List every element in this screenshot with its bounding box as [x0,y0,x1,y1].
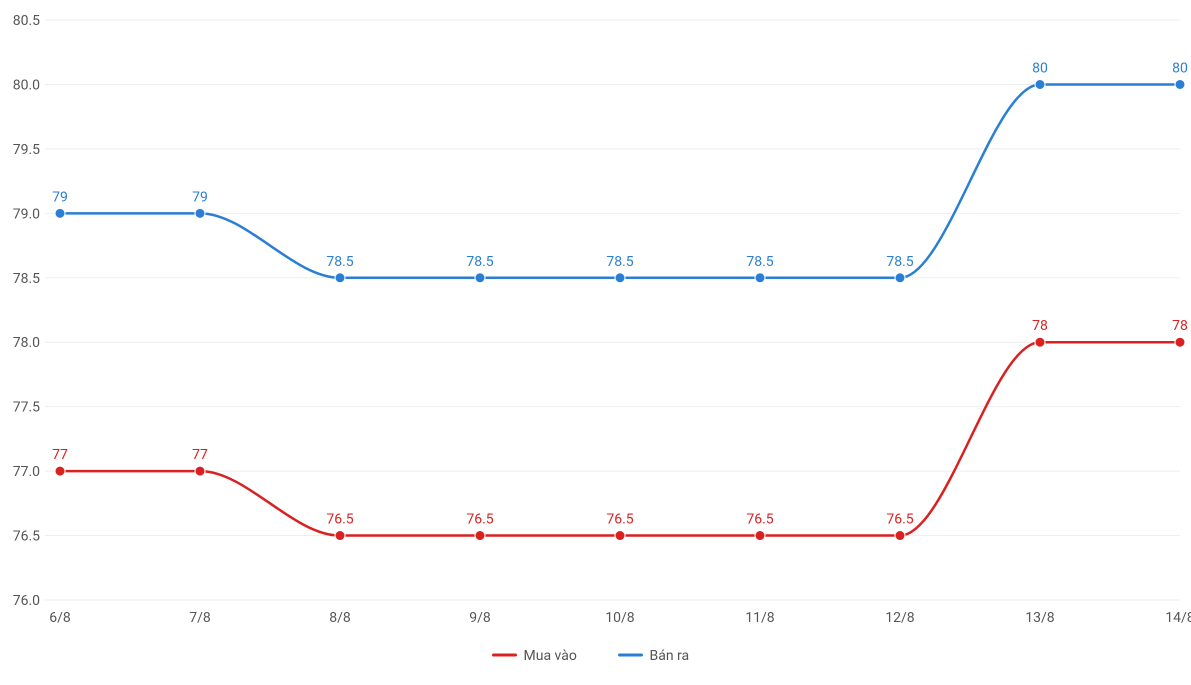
price-line-chart: 76.0 76.5 77.0 77.5 78.0 78.5 79.0 79.5 80.0 80.5… [0,0,1191,685]
y-tick-label: 76.5 [13,529,40,545]
y-tick-label: 80.0 [13,77,40,93]
x-tick-label: 8/8 [329,610,351,626]
data-label: 80 [1172,60,1188,76]
data-label: 78.5 [606,254,633,270]
data-point [1175,337,1185,347]
data-point [55,208,65,218]
x-tick-label: 10/8 [605,610,635,626]
data-point [755,273,765,283]
data-point [755,531,765,541]
data-label: 78.5 [746,254,773,270]
data-label: 76.5 [886,512,913,528]
data-point [1175,79,1185,89]
y-tick-label: 79.5 [13,142,40,158]
data-point [895,273,905,283]
x-tick-label: 7/8 [189,610,211,626]
chart-svg: 76.0 76.5 77.0 77.5 78.0 78.5 79.0 79.5 80.0 80.5… [0,0,1191,685]
y-tick-label: 79.0 [13,206,40,222]
data-label: 78 [1172,318,1188,334]
data-label: 79 [52,189,68,205]
data-label: 76.5 [606,512,633,528]
y-tick-label: 80.5 [13,13,40,29]
data-label: 78.5 [326,254,353,270]
data-point [335,531,345,541]
data-point [475,531,485,541]
y-tick-label: 77.0 [13,464,40,480]
x-tick-label: 6/8 [49,610,71,626]
data-label: 76.5 [326,512,353,528]
data-point [615,531,625,541]
data-label: 78 [1032,318,1048,334]
data-point [335,273,345,283]
data-label: 76.5 [466,512,493,528]
data-label: 77 [52,447,68,463]
x-tick-label: 13/8 [1025,610,1055,626]
data-point [615,273,625,283]
data-label: 77 [192,447,208,463]
legend-label: Bán ra [650,648,690,664]
y-tick-label: 76.0 [13,593,40,609]
data-label: 78.5 [466,254,493,270]
x-tick-label: 9/8 [469,610,491,626]
data-point [895,531,905,541]
data-label: 76.5 [746,512,773,528]
data-point [195,208,205,218]
x-tick-label: 11/8 [745,610,775,626]
x-tick-label: 12/8 [885,610,915,626]
x-tick-label: 14/8 [1165,610,1191,626]
data-point [55,466,65,476]
data-label: 78.5 [886,254,913,270]
y-tick-label: 77.5 [13,400,40,416]
legend-label: Mua vào [524,648,577,664]
data-point [475,273,485,283]
data-point [1035,79,1045,89]
y-tick-label: 78.0 [13,335,40,351]
data-point [195,466,205,476]
data-label: 79 [192,189,208,205]
y-tick-label: 78.5 [13,271,40,287]
data-point [1035,337,1045,347]
data-label: 80 [1032,60,1048,76]
